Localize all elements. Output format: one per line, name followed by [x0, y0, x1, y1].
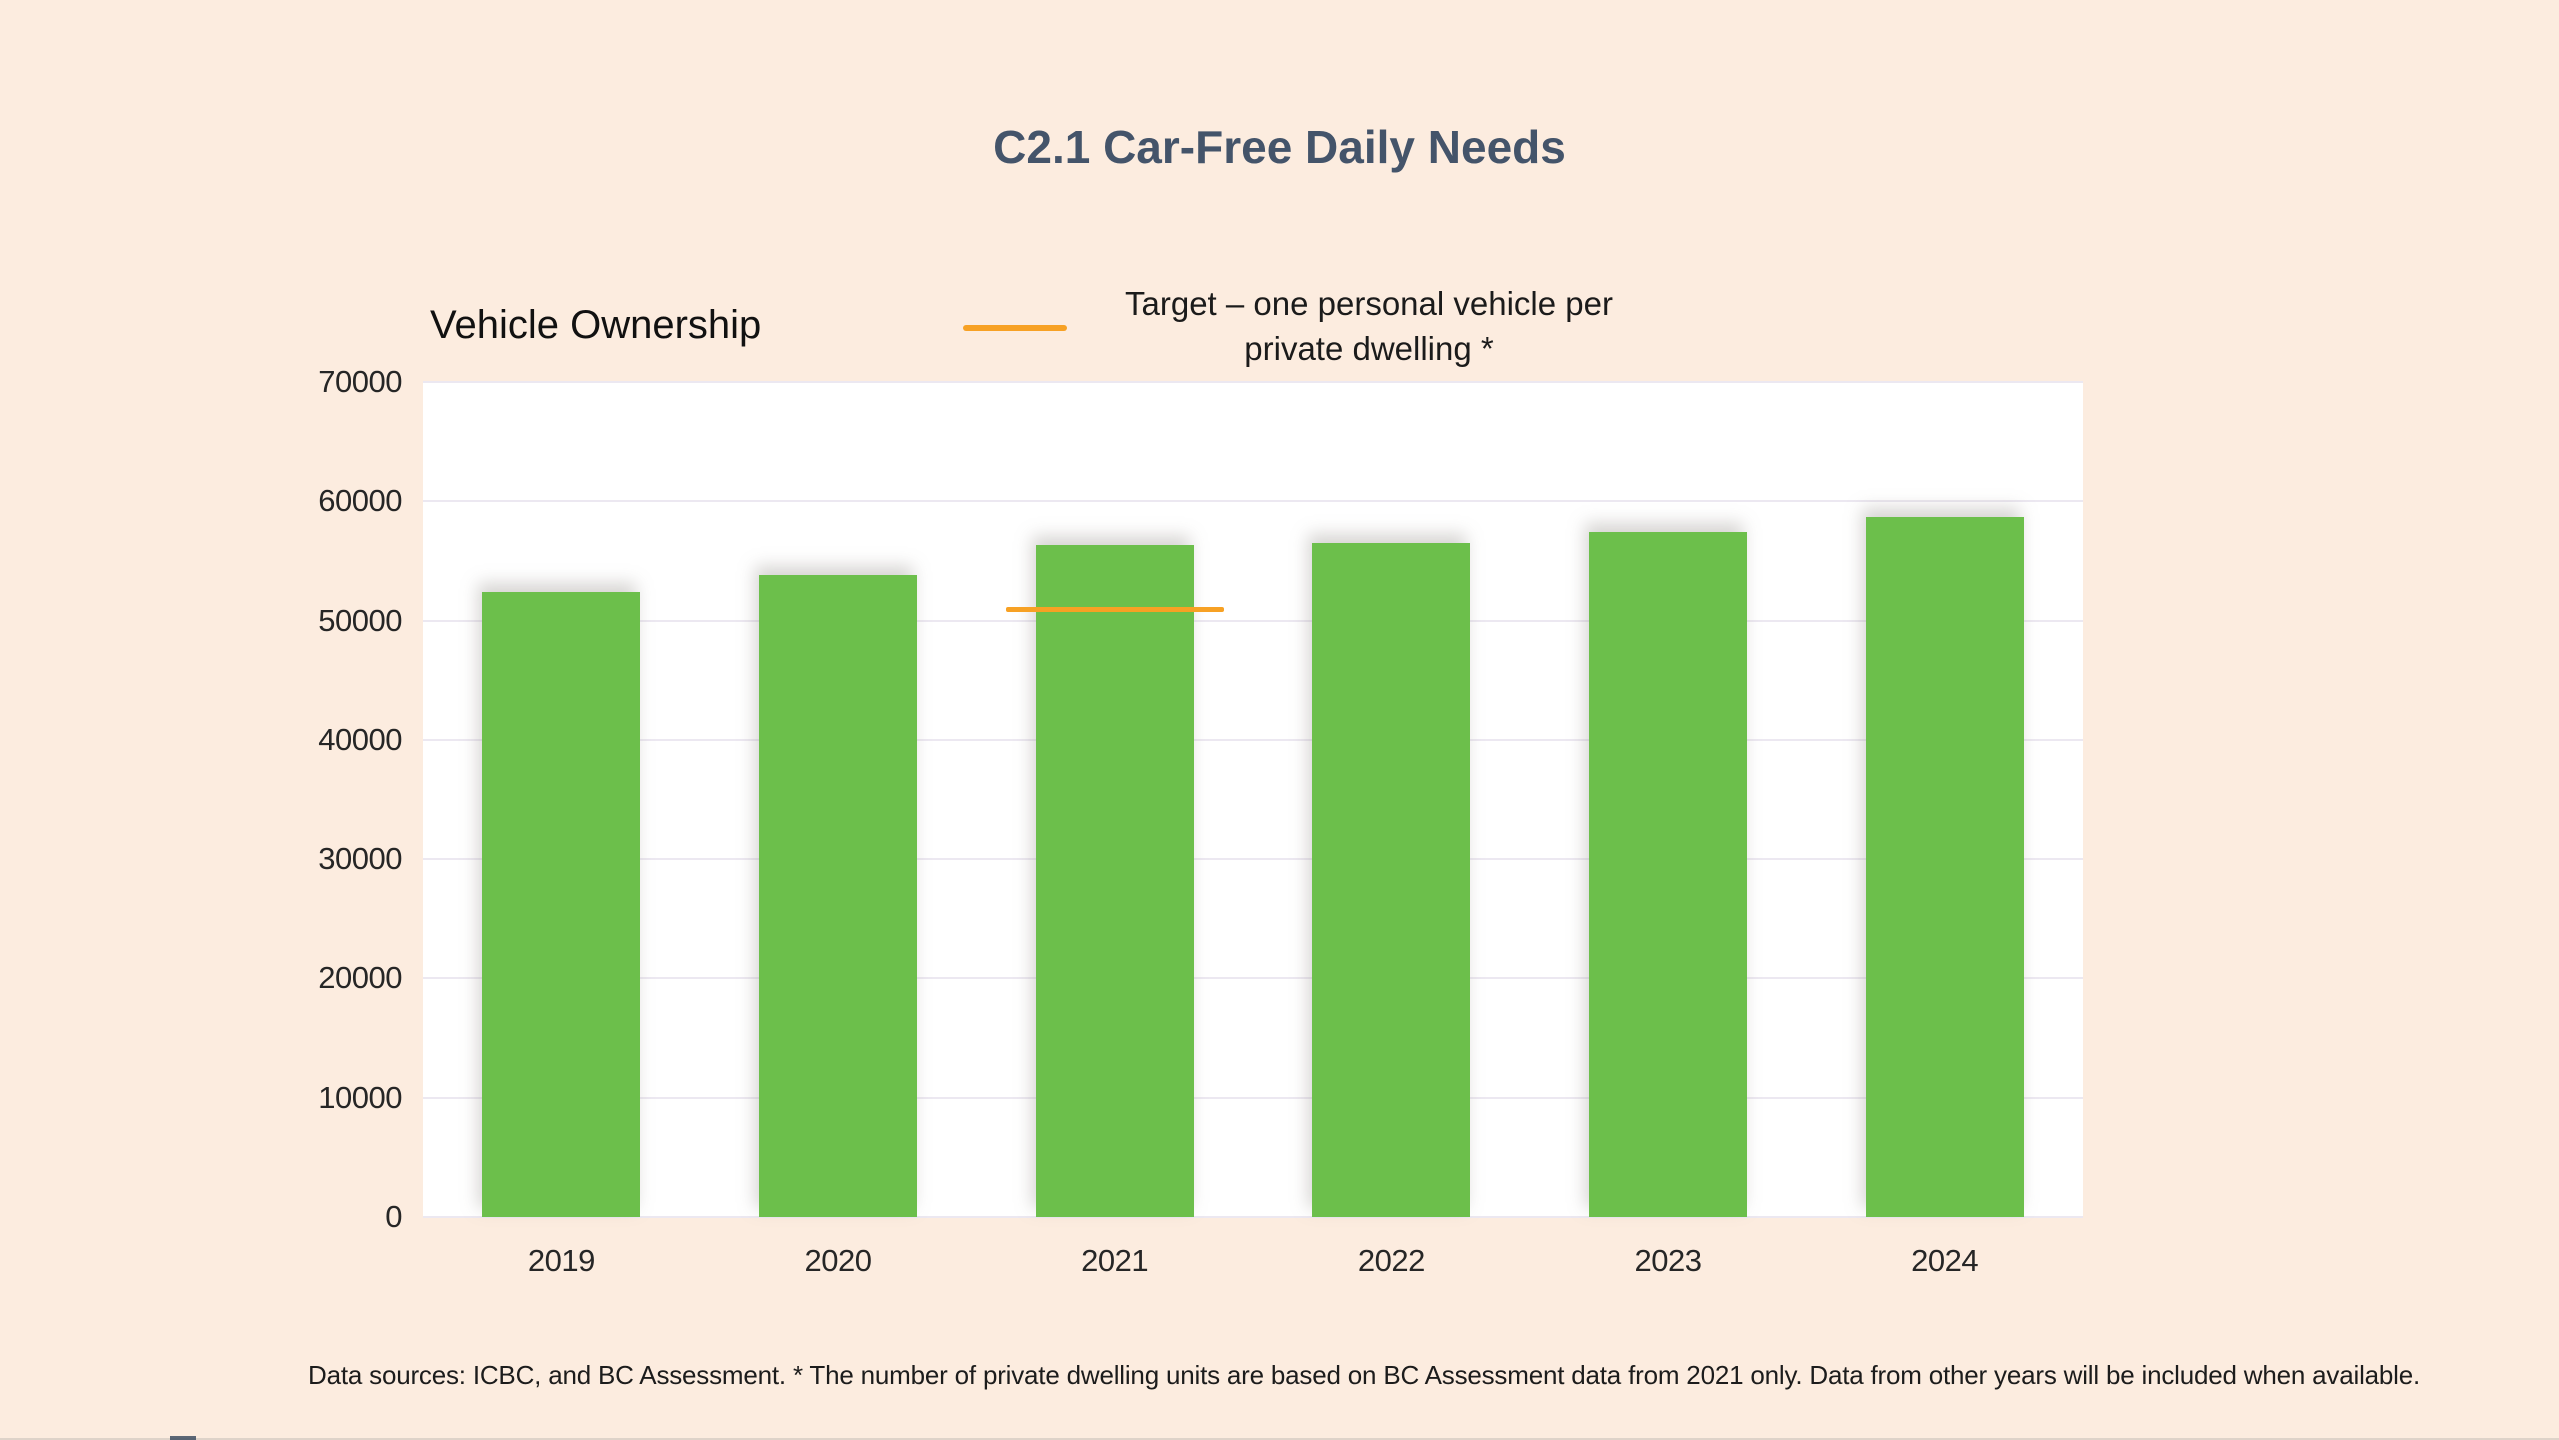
- plot-area: [423, 382, 2083, 1217]
- y-axis-label-50000: 50000: [318, 602, 402, 638]
- x-axis-label-2023: 2023: [1634, 1243, 1702, 1278]
- x-axis-label-2020: 2020: [804, 1243, 872, 1278]
- bottom-edge-line: [0, 1438, 2559, 1440]
- bar-2019: [482, 591, 641, 1217]
- x-axis-label-2021: 2021: [1081, 1243, 1149, 1278]
- chart-title: Vehicle Ownership: [430, 303, 762, 347]
- y-axis-label-20000: 20000: [318, 960, 402, 996]
- bar-2024: [1865, 516, 2024, 1217]
- y-axis-label-30000: 30000: [318, 841, 402, 877]
- gridline-10000: [423, 1096, 2083, 1099]
- target-legend-label-line1: Target – one personal vehicle per: [1125, 285, 1613, 322]
- target-legend-label-line2: private dwelling *: [1244, 330, 1494, 367]
- x-axis-label-2022: 2022: [1357, 1243, 1425, 1278]
- bar-2023: [1589, 532, 1747, 1217]
- gridline-30000: [423, 858, 2083, 861]
- target-legend-label: Target – one personal vehicle per privat…: [1079, 281, 1659, 371]
- x-axis-label-2019: 2019: [527, 1243, 595, 1278]
- y-axis-label-40000: 40000: [318, 721, 402, 757]
- bottom-edge-fragment: [170, 1436, 196, 1440]
- gridline-70000: [423, 381, 2083, 383]
- x-axis-label-2024: 2024: [1911, 1243, 1979, 1278]
- gridline-0: [423, 1216, 2083, 1218]
- bar-2022: [1312, 543, 1471, 1217]
- y-axis-label-0: 0: [385, 1199, 402, 1234]
- page-title: C2.1 Car-Free Daily Needs: [993, 121, 1566, 173]
- gridline-50000: [423, 619, 2083, 622]
- gridline-20000: [423, 977, 2083, 980]
- data-sources-footnote: Data sources: ICBC, and BC Assessment. *…: [308, 1360, 2421, 1390]
- bar-2020: [759, 575, 917, 1217]
- bar-2021: [1035, 545, 1194, 1217]
- gridline-60000: [423, 500, 2083, 503]
- target-line-swatch: [963, 325, 1067, 331]
- target-line: [1005, 606, 1224, 612]
- gridline-40000: [423, 738, 2083, 741]
- y-axis-label-10000: 10000: [318, 1079, 402, 1115]
- y-axis-label-70000: 70000: [318, 364, 402, 399]
- y-axis-label-60000: 60000: [318, 483, 402, 519]
